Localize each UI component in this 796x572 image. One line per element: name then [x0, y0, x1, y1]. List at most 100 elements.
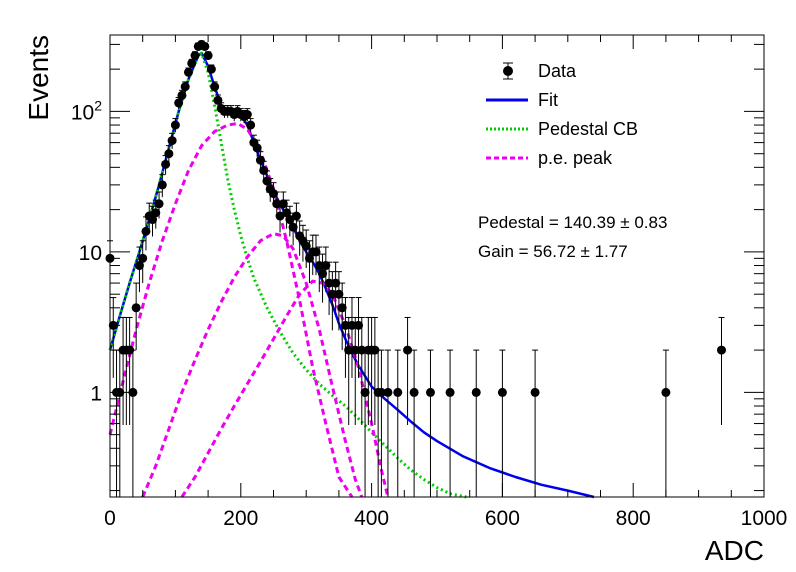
x-tick-label: 400 — [354, 507, 389, 530]
x-tick-label: 1000 — [741, 507, 788, 530]
x-axis: 0 200 400 600 800 1000 — [104, 35, 787, 530]
y-tick-label: 10 — [79, 242, 102, 265]
data-point — [203, 51, 213, 61]
data-marker — [311, 247, 321, 257]
data-point — [206, 64, 216, 74]
legend-marker-data — [503, 66, 513, 76]
data-marker — [242, 110, 252, 120]
data-point — [170, 118, 180, 133]
data-marker — [327, 289, 337, 299]
data-marker — [393, 387, 403, 397]
data-marker — [425, 387, 435, 397]
x-axis-label: ADC — [705, 535, 764, 566]
data-marker — [360, 387, 370, 397]
pm-symbol: ± — [576, 242, 595, 261]
data-marker — [161, 159, 171, 169]
data-point — [210, 81, 220, 92]
data-point — [354, 297, 364, 378]
data-marker — [337, 303, 347, 313]
data-point — [291, 202, 301, 233]
data-marker — [357, 345, 367, 355]
data-marker — [272, 199, 282, 209]
data-point — [403, 316, 413, 426]
data-marker — [471, 387, 481, 397]
data-marker — [134, 261, 144, 271]
y-tick-label: 102 — [71, 97, 102, 124]
data-point — [154, 191, 164, 219]
data-point — [255, 151, 265, 170]
pm-symbol: ± — [616, 213, 635, 232]
gain-value: Gain = 56.72 — [478, 242, 576, 261]
data-marker — [255, 155, 265, 165]
data-point — [157, 174, 167, 198]
data-point — [167, 132, 177, 149]
legend-item-fit: Fit — [486, 90, 558, 110]
legend-label-pedestal: Pedestal CB — [538, 119, 638, 139]
pedestal-error: 0.83 — [634, 213, 667, 232]
data-point — [471, 349, 481, 497]
data-marker — [530, 387, 540, 397]
data-point — [134, 246, 144, 293]
data-marker — [301, 241, 311, 251]
data-marker — [716, 345, 726, 355]
gain-error: 1.77 — [595, 242, 628, 261]
data-marker — [331, 278, 341, 288]
data-marker — [324, 278, 334, 288]
legend-item-pe-peak: p.e. peak — [486, 148, 613, 168]
y-tick-exponent: 2 — [94, 97, 102, 113]
data-marker — [131, 303, 141, 313]
data-point — [357, 316, 367, 426]
data-marker — [190, 51, 200, 61]
stats-box: Pedestal = 140.39 ± 0.83 Gain = 56.72 ± … — [478, 213, 667, 261]
data-point — [340, 297, 350, 378]
data-marker — [291, 211, 301, 221]
data-point — [337, 282, 347, 351]
y-tick-label: 1 — [90, 382, 102, 405]
data-point — [376, 349, 386, 497]
series-p-e-peak-1 — [108, 122, 354, 498]
data-point — [272, 191, 282, 219]
series-p-e-peak-2 — [141, 232, 364, 498]
series-pedestal-cb — [108, 51, 467, 499]
data-marker — [203, 51, 213, 61]
legend-item-pedestal: Pedestal CB — [486, 119, 638, 139]
gain-annotation: Gain = 56.72 ± 1.77 — [478, 242, 628, 261]
data-point — [282, 199, 292, 229]
data-point — [331, 261, 341, 316]
data-marker — [148, 215, 158, 225]
data-point — [242, 108, 252, 122]
data-point — [246, 118, 256, 133]
data-point — [200, 41, 210, 51]
data-point — [164, 145, 174, 164]
data-marker — [497, 387, 507, 397]
data-point — [183, 67, 193, 77]
data-marker — [151, 208, 161, 218]
data-point — [138, 240, 148, 284]
data-point — [350, 316, 360, 426]
data-marker — [376, 387, 386, 397]
data-marker — [170, 120, 180, 130]
data-marker — [246, 120, 256, 130]
data-marker — [314, 261, 324, 271]
data-point — [344, 316, 354, 426]
data-marker — [403, 345, 413, 355]
pedestal-annotation: Pedestal = 140.39 ± 0.83 — [478, 213, 667, 232]
y-axis-label: Events — [23, 35, 54, 121]
legend-label-fit: Fit — [538, 90, 558, 110]
data-marker — [383, 387, 393, 397]
data-point — [187, 58, 197, 68]
data-marker — [370, 345, 380, 355]
data-marker — [259, 165, 269, 175]
data-marker — [187, 58, 197, 68]
data-marker — [141, 226, 151, 236]
pedestal-value: Pedestal = 140.39 — [478, 213, 616, 232]
x-tick-label: 0 — [104, 507, 116, 530]
data-marker — [180, 82, 190, 92]
data-marker — [128, 387, 138, 397]
data-marker — [210, 82, 220, 92]
data-marker — [206, 64, 216, 74]
data-marker — [183, 67, 193, 77]
data-point — [383, 349, 393, 497]
fit-curves — [108, 51, 595, 499]
